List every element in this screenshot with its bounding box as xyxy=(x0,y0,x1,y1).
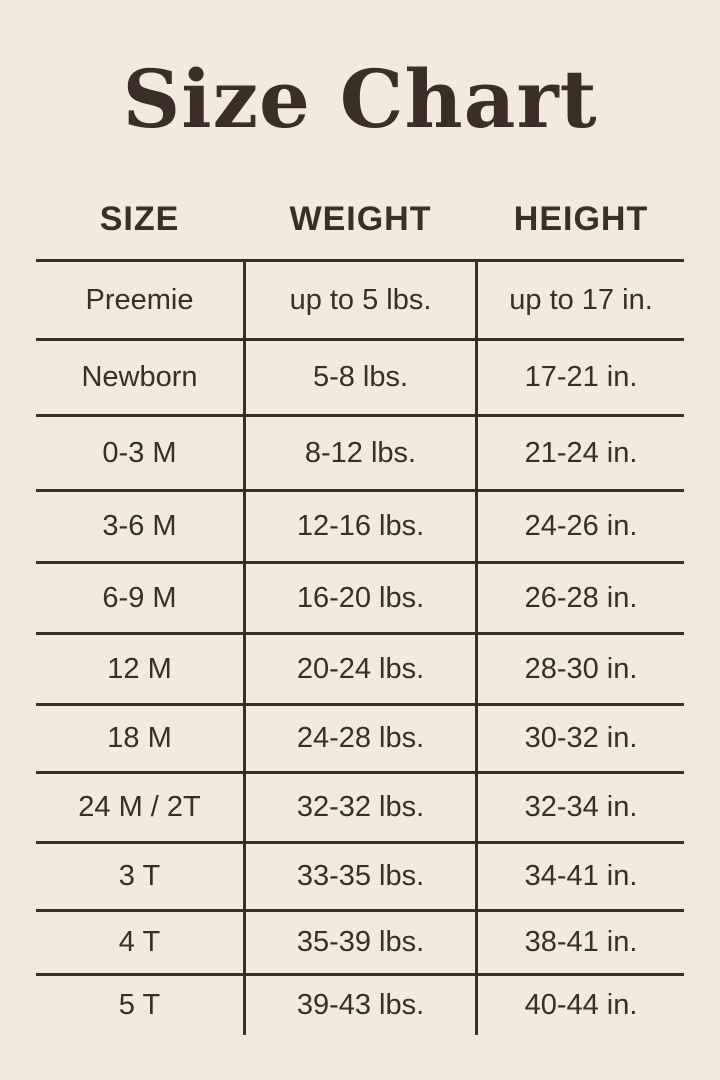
cell-size: 3 T xyxy=(36,841,246,911)
cell-height: 34-41 in. xyxy=(476,841,684,911)
cell-size: 5 T xyxy=(36,973,246,1035)
cell-height: 28-30 in. xyxy=(476,632,684,705)
cell-size: 0-3 M xyxy=(36,414,246,491)
cell-weight: 24-28 lbs. xyxy=(244,703,478,773)
table-row: 18 M 24-28 lbs. 30-32 in. xyxy=(36,703,684,773)
cell-weight: 32-32 lbs. xyxy=(244,771,478,843)
table-row: 3-6 M 12-16 lbs. 24-26 in. xyxy=(36,489,684,563)
column-header-weight: WEIGHT xyxy=(289,200,432,238)
cell-weight: 35-39 lbs. xyxy=(244,909,478,975)
cell-weight: 16-20 lbs. xyxy=(244,561,478,634)
cell-height: 32-34 in. xyxy=(476,771,684,843)
cell-height: 30-32 in. xyxy=(476,703,684,773)
cell-weight: 39-43 lbs. xyxy=(244,973,478,1035)
cell-weight: 20-24 lbs. xyxy=(244,632,478,705)
cell-height: 24-26 in. xyxy=(476,489,684,563)
cell-size: 24 M / 2T xyxy=(36,771,246,843)
cell-weight: 12-16 lbs. xyxy=(244,489,478,563)
cell-size: 4 T xyxy=(36,909,246,975)
cell-height: 21-24 in. xyxy=(476,414,684,491)
cell-weight: 8-12 lbs. xyxy=(244,414,478,491)
cell-weight: 5-8 lbs. xyxy=(244,338,478,416)
cell-weight: up to 5 lbs. xyxy=(244,259,478,340)
cell-height: 38-41 in. xyxy=(476,909,684,975)
cell-size: 12 M xyxy=(36,632,246,705)
table-row: 6-9 M 16-20 lbs. 26-28 in. xyxy=(36,561,684,634)
table-row: 24 M / 2T 32-32 lbs. 32-34 in. xyxy=(36,771,684,843)
table-row: 4 T 35-39 lbs. 38-41 in. xyxy=(36,909,684,975)
table-row: 5 T 39-43 lbs. 40-44 in. xyxy=(36,973,684,1035)
cell-height: 26-28 in. xyxy=(476,561,684,634)
cell-size: 3-6 M xyxy=(36,489,246,563)
cell-height: 17-21 in. xyxy=(476,338,684,416)
size-table: Preemie up to 5 lbs. up to 17 in. Newborn 5-… xyxy=(36,259,684,1035)
cell-height: 40-44 in. xyxy=(476,973,684,1035)
table-row: Preemie up to 5 lbs. up to 17 in. xyxy=(36,259,684,340)
cell-size: Preemie xyxy=(36,259,246,340)
cell-size: Newborn xyxy=(36,338,246,416)
table-row: 0-3 M 8-12 lbs. 21-24 in. xyxy=(36,414,684,491)
page-title: Size Chart xyxy=(122,52,598,146)
column-header-height: HEIGHT xyxy=(513,200,649,238)
cell-weight: 33-35 lbs. xyxy=(244,841,478,911)
table-row: Newborn 5-8 lbs. 17-21 in. xyxy=(36,338,684,416)
table-row: 12 M 20-24 lbs. 28-30 in. xyxy=(36,632,684,705)
cell-size: 18 M xyxy=(36,703,246,773)
column-header-size: SIZE xyxy=(99,200,180,238)
table-row: 3 T 33-35 lbs. 34-41 in. xyxy=(36,841,684,911)
cell-size: 6-9 M xyxy=(36,561,246,634)
cell-height: up to 17 in. xyxy=(476,259,684,340)
